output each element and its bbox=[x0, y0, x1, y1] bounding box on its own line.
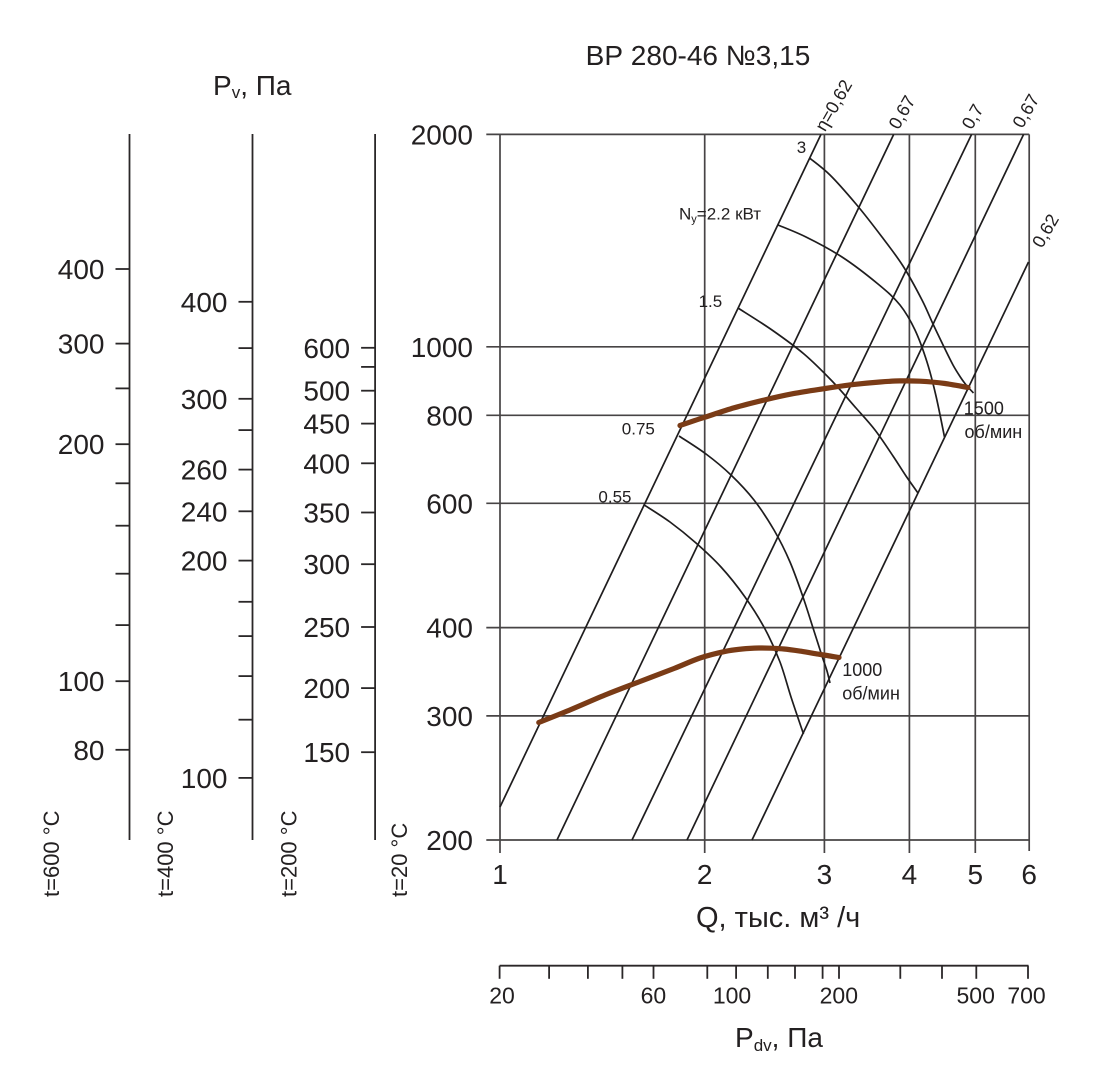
svg-text:200: 200 bbox=[820, 983, 858, 1009]
svg-text:Nу=2.2 кВт: Nу=2.2 кВт bbox=[679, 205, 761, 226]
svg-text:5: 5 bbox=[968, 859, 984, 890]
svg-text:t=20 °C: t=20 °C bbox=[387, 823, 412, 897]
svg-text:100: 100 bbox=[58, 666, 105, 697]
svg-text:350: 350 bbox=[303, 498, 350, 529]
svg-text:t=200 °C: t=200 °C bbox=[277, 810, 302, 897]
svg-text:600: 600 bbox=[303, 333, 350, 364]
svg-text:600: 600 bbox=[426, 488, 473, 519]
svg-text:3: 3 bbox=[797, 138, 806, 157]
svg-text:2: 2 bbox=[697, 859, 713, 890]
svg-text:400: 400 bbox=[426, 613, 473, 644]
svg-text:80: 80 bbox=[73, 735, 104, 766]
svg-text:700: 700 bbox=[1007, 983, 1045, 1009]
svg-text:1000: 1000 bbox=[842, 660, 882, 680]
svg-text:2000: 2000 bbox=[411, 119, 473, 150]
svg-text:0.55: 0.55 bbox=[598, 487, 631, 506]
svg-text:200: 200 bbox=[58, 429, 105, 460]
svg-text:200: 200 bbox=[426, 825, 473, 856]
svg-text:60: 60 bbox=[641, 983, 667, 1009]
svg-text:300: 300 bbox=[303, 549, 350, 580]
svg-text:150: 150 bbox=[303, 737, 350, 768]
svg-text:500: 500 bbox=[303, 376, 350, 407]
svg-text:400: 400 bbox=[181, 287, 228, 318]
svg-text:4: 4 bbox=[902, 859, 918, 890]
svg-text:Q, тыс. м³ /ч: Q, тыс. м³ /ч bbox=[696, 902, 860, 934]
svg-text:240: 240 bbox=[181, 496, 228, 527]
svg-text:300: 300 bbox=[426, 701, 473, 732]
svg-text:t=400 °C: t=400 °C bbox=[153, 810, 178, 897]
svg-text:500: 500 bbox=[957, 983, 995, 1009]
svg-text:1.5: 1.5 bbox=[699, 292, 723, 311]
svg-text:об/мин: об/мин bbox=[842, 684, 900, 704]
svg-text:Pv, Па: Pv, Па bbox=[213, 70, 292, 102]
svg-text:450: 450 bbox=[303, 409, 350, 440]
svg-text:100: 100 bbox=[181, 763, 228, 794]
svg-text:ВР 280-46 №3,15: ВР 280-46 №3,15 bbox=[586, 40, 811, 71]
svg-text:t=600 °C: t=600 °C bbox=[39, 810, 64, 897]
svg-text:0.75: 0.75 bbox=[622, 419, 655, 438]
svg-text:400: 400 bbox=[58, 254, 105, 285]
svg-text:300: 300 bbox=[58, 329, 105, 360]
svg-text:400: 400 bbox=[303, 448, 350, 479]
svg-text:200: 200 bbox=[303, 673, 350, 704]
svg-text:1: 1 bbox=[492, 859, 508, 890]
svg-text:800: 800 bbox=[426, 400, 473, 431]
svg-text:250: 250 bbox=[303, 612, 350, 643]
svg-text:1500: 1500 bbox=[964, 399, 1004, 419]
svg-text:6: 6 bbox=[1021, 859, 1037, 890]
svg-text:300: 300 bbox=[181, 384, 228, 415]
svg-text:200: 200 bbox=[181, 546, 228, 577]
svg-text:Pdv, Па: Pdv, Па bbox=[735, 1022, 823, 1055]
svg-text:20: 20 bbox=[489, 983, 515, 1009]
svg-text:100: 100 bbox=[713, 983, 751, 1009]
svg-text:1000: 1000 bbox=[411, 332, 473, 363]
svg-text:260: 260 bbox=[181, 455, 228, 486]
svg-text:об/мин: об/мин bbox=[965, 422, 1023, 442]
svg-text:3: 3 bbox=[817, 859, 833, 890]
